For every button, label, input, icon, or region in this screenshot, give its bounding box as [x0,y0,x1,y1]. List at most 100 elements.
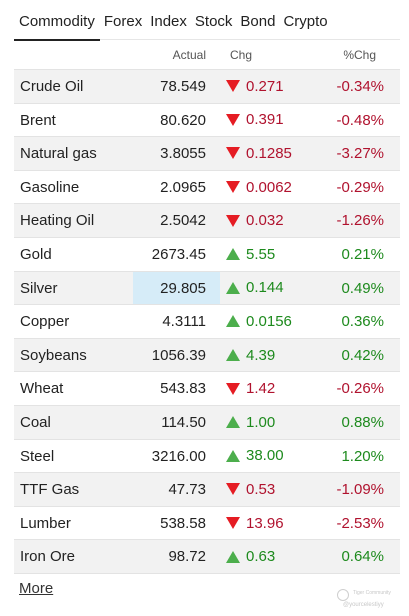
actual-value: 80.620 [160,111,206,129]
change-cell: 0.0156 [220,305,325,338]
percent-change: 0.49% [341,279,384,297]
triangle-down-icon [226,214,240,227]
triangle-down-icon [226,483,240,496]
percent-change: 0.36% [341,313,384,331]
actual-value: 98.72 [168,548,206,566]
actual-value: 2673.45 [151,245,206,263]
change-value: 5.55 [246,245,276,263]
triangle-down-icon [226,113,240,126]
percent-change: -0.29% [336,178,384,196]
table-row[interactable]: TTF Gas 47.73 0.53 -1.09% [14,473,400,507]
percent-change: -3.27% [336,145,384,163]
triangle-up-icon [226,550,240,563]
triangle-up-icon [226,416,240,429]
commodity-name: Copper [20,313,70,331]
percent-change: 0.88% [341,413,384,431]
percent-change: -0.34% [336,78,384,95]
change-cell: 0.032 [220,204,325,237]
change-cell: 0.1285 [220,137,325,170]
percent-change: -0.26% [336,380,384,398]
actual-value: 3216.00 [151,447,206,465]
commodity-name: Crude Oil [20,78,84,95]
triangle-up-icon [226,315,240,328]
change-cell: 5.55 [220,238,325,271]
percent-change: 0.42% [341,346,384,364]
actual-value: 78.549 [160,78,206,95]
table-row[interactable]: Natural gas 3.8055 0.1285 -3.27% [14,137,400,171]
triangle-up-icon [226,248,240,261]
header-actual: Actual [172,48,206,62]
actual-value: 543.83 [160,380,206,398]
watermark: Tiger Community @yourcelestiyy [337,587,401,611]
tab-forex[interactable]: Forex [103,13,143,30]
tab-index[interactable]: Index [150,13,187,30]
table-row[interactable]: Heating Oil 2.5042 0.032 -1.26% [14,204,400,238]
table-body: Crude Oil 78.549 0.271 -0.34% Brent 80.620 0.3… [14,70,400,574]
percent-change: 0.21% [341,245,384,263]
header-name [14,41,133,69]
commodity-name: Steel [20,447,55,465]
actual-value: 114.50 [161,413,206,431]
commodity-name: Gasoline [20,178,80,196]
actual-value: 2.5042 [160,212,206,230]
commodity-name: Coal [20,413,51,431]
commodity-name: Heating Oil [20,212,95,230]
change-value: 13.96 [246,514,284,532]
triangle-down-icon [226,181,240,194]
table-row[interactable]: Crude Oil 78.549 0.271 -0.34% [14,70,400,104]
header-pct-chg: %Chg [343,48,376,62]
percent-change: -0.48% [336,111,384,129]
change-value: 1.00 [246,413,276,431]
tab-stock[interactable]: Stock [194,13,233,30]
change-value: 0.0156 [246,312,292,330]
change-cell: 38.00 [220,440,325,473]
tab-bond[interactable]: Bond [240,13,276,30]
table-row[interactable]: Iron Ore 98.72 0.63 0.64% [14,540,400,574]
change-cell: 0.0062 [220,171,325,204]
tab-crypto[interactable]: Crypto [283,13,328,30]
table-row[interactable]: Copper 4.3111 0.0156 0.36% [14,305,400,339]
actual-value: 538.58 [160,514,206,532]
change-cell: 1.00 [220,406,325,439]
table-row[interactable]: Steel 3216.00 38.00 1.20% [14,440,400,474]
tab-commodity[interactable]: Commodity [14,0,100,41]
watermark-line2: @yourcelestiyy [343,602,384,608]
commodity-name: Wheat [20,380,64,398]
commodity-name: Lumber [20,514,71,532]
table-row[interactable]: Wheat 543.83 1.42 -0.26% [14,372,400,406]
change-value: 0.0062 [246,178,292,196]
table-row[interactable]: Soybeans 1056.39 4.39 0.42% [14,338,400,373]
watermark-logo-icon [337,589,349,601]
market-tabs: Commodity Forex Index Stock Bond Crypto [14,0,400,41]
change-cell: 0.144 [220,272,325,305]
change-cell: 4.39 [220,339,325,372]
triangle-down-icon [226,517,240,530]
change-value: 4.39 [246,346,276,364]
triangle-down-icon [226,80,240,93]
percent-change: -1.09% [336,481,384,499]
commodity-name: TTF Gas [20,481,80,499]
change-value: 0.391 [246,111,284,129]
table-row[interactable]: Lumber 538.58 13.96 -2.53% [14,507,400,541]
triangle-up-icon [226,281,240,294]
change-cell: 0.391 [220,104,325,137]
percent-change: -2.53% [336,514,384,532]
table-row[interactable]: Gasoline 2.0965 0.0062 -0.29% [14,171,400,205]
table-row[interactable]: Coal 114.50 1.00 0.88% [14,405,400,440]
commodity-name: Natural gas [20,145,97,163]
table-row[interactable]: Gold 2673.45 5.55 0.21% [14,238,400,272]
change-cell: 0.53 [220,473,325,506]
commodity-name: Iron Ore [20,548,76,566]
quotes-table: Actual Chg %Chg Crude Oil 78.549 0.271 -0.3… [14,41,400,574]
change-cell: 1.42 [220,372,325,405]
table-row[interactable]: Silver 29.805 0.144 0.49% [14,271,400,306]
change-cell: 0.63 [220,540,325,573]
actual-value: 4.3111 [162,313,206,331]
change-value: 0.1285 [246,144,292,162]
change-value: 1.42 [246,380,276,398]
actual-value: 3.8055 [160,145,206,163]
table-row[interactable]: Brent 80.620 0.391 -0.48% [14,104,400,138]
change-cell: 13.96 [220,507,325,540]
triangle-up-icon [226,449,240,462]
more-link[interactable]: More [19,580,54,597]
